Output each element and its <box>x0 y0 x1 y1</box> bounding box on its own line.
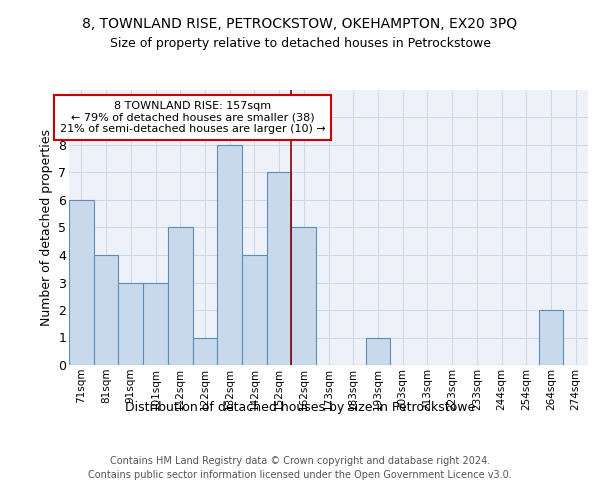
Bar <box>69 200 94 365</box>
Bar <box>267 172 292 365</box>
Text: 8, TOWNLAND RISE, PETROCKSTOW, OKEHAMPTON, EX20 3PQ: 8, TOWNLAND RISE, PETROCKSTOW, OKEHAMPTO… <box>82 18 518 32</box>
Bar <box>193 338 217 365</box>
Text: Contains HM Land Registry data © Crown copyright and database right 2024.
Contai: Contains HM Land Registry data © Crown c… <box>88 456 512 479</box>
Bar <box>292 228 316 365</box>
Text: 8 TOWNLAND RISE: 157sqm
← 79% of detached houses are smaller (38)
21% of semi-de: 8 TOWNLAND RISE: 157sqm ← 79% of detache… <box>59 101 325 134</box>
Text: Distribution of detached houses by size in Petrockstowe: Distribution of detached houses by size … <box>125 401 475 414</box>
Bar <box>242 255 267 365</box>
Bar <box>118 282 143 365</box>
Bar <box>217 145 242 365</box>
Text: Size of property relative to detached houses in Petrockstowe: Size of property relative to detached ho… <box>110 38 491 51</box>
Y-axis label: Number of detached properties: Number of detached properties <box>40 129 53 326</box>
Bar <box>539 310 563 365</box>
Bar <box>168 228 193 365</box>
Bar <box>143 282 168 365</box>
Bar <box>365 338 390 365</box>
Bar <box>94 255 118 365</box>
